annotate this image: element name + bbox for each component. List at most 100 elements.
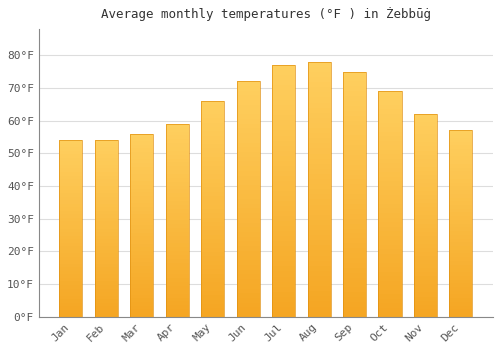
- Bar: [130, 313, 154, 317]
- Bar: [272, 201, 295, 206]
- Bar: [201, 304, 224, 308]
- Bar: [201, 235, 224, 239]
- Bar: [201, 265, 224, 269]
- Bar: [272, 156, 295, 161]
- Bar: [378, 173, 402, 177]
- Title: Average monthly temperatures (°F ) in Żebbūġ: Average monthly temperatures (°F ) in Że…: [101, 7, 431, 21]
- Bar: [414, 284, 437, 288]
- Bar: [201, 114, 224, 118]
- Bar: [166, 290, 189, 294]
- Bar: [450, 272, 472, 276]
- Bar: [378, 91, 402, 317]
- Bar: [308, 169, 330, 174]
- Bar: [450, 172, 472, 175]
- Bar: [450, 313, 472, 317]
- Bar: [272, 146, 295, 150]
- Bar: [343, 184, 366, 189]
- Bar: [130, 309, 154, 313]
- Bar: [166, 155, 189, 159]
- Bar: [272, 120, 295, 125]
- Bar: [450, 265, 472, 268]
- Bar: [130, 229, 154, 232]
- Bar: [414, 301, 437, 304]
- Bar: [272, 70, 295, 75]
- Bar: [450, 201, 472, 205]
- Bar: [378, 154, 402, 159]
- Bar: [272, 246, 295, 251]
- Bar: [414, 195, 437, 199]
- Bar: [95, 274, 118, 278]
- Bar: [343, 229, 366, 233]
- Bar: [166, 205, 189, 209]
- Bar: [414, 134, 437, 138]
- Bar: [166, 228, 189, 232]
- Bar: [130, 295, 154, 299]
- Bar: [166, 197, 189, 201]
- Bar: [450, 194, 472, 197]
- Bar: [60, 161, 82, 165]
- Bar: [130, 276, 154, 280]
- Bar: [343, 199, 366, 204]
- Bar: [60, 296, 82, 299]
- Bar: [378, 249, 402, 254]
- Bar: [450, 156, 472, 160]
- Bar: [450, 287, 472, 291]
- Bar: [343, 224, 366, 229]
- Bar: [236, 246, 260, 251]
- Bar: [95, 204, 118, 207]
- Bar: [201, 287, 224, 291]
- Bar: [414, 304, 437, 309]
- Bar: [414, 216, 437, 219]
- Bar: [130, 174, 154, 177]
- Bar: [308, 108, 330, 113]
- Bar: [201, 174, 224, 179]
- Bar: [378, 177, 402, 181]
- Bar: [414, 199, 437, 203]
- Bar: [308, 113, 330, 118]
- Bar: [343, 292, 366, 297]
- Bar: [343, 160, 366, 165]
- Bar: [414, 142, 437, 147]
- Bar: [130, 222, 154, 225]
- Bar: [414, 224, 437, 228]
- Bar: [308, 189, 330, 194]
- Bar: [95, 218, 118, 222]
- Bar: [166, 178, 189, 182]
- Bar: [343, 76, 366, 81]
- Bar: [236, 110, 260, 114]
- Bar: [60, 303, 82, 306]
- Bar: [166, 240, 189, 244]
- Bar: [272, 191, 295, 196]
- Bar: [414, 114, 437, 118]
- Bar: [60, 193, 82, 197]
- Bar: [130, 167, 154, 170]
- Bar: [343, 263, 366, 268]
- Bar: [236, 260, 260, 265]
- Bar: [166, 274, 189, 278]
- Bar: [450, 186, 472, 190]
- Bar: [272, 90, 295, 95]
- Bar: [343, 287, 366, 292]
- Bar: [130, 207, 154, 211]
- Bar: [450, 246, 472, 250]
- Bar: [414, 130, 437, 134]
- Bar: [414, 248, 437, 252]
- Bar: [343, 248, 366, 253]
- Bar: [60, 222, 82, 225]
- Bar: [201, 261, 224, 265]
- Bar: [378, 91, 402, 96]
- Bar: [450, 294, 472, 298]
- Bar: [414, 293, 437, 296]
- Bar: [95, 225, 118, 229]
- Bar: [272, 85, 295, 90]
- Bar: [166, 189, 189, 193]
- Bar: [95, 299, 118, 303]
- Bar: [343, 101, 366, 106]
- Bar: [343, 131, 366, 135]
- Bar: [450, 228, 472, 231]
- Bar: [60, 225, 82, 229]
- Bar: [60, 246, 82, 250]
- Bar: [308, 291, 330, 296]
- Bar: [414, 276, 437, 280]
- Bar: [272, 216, 295, 221]
